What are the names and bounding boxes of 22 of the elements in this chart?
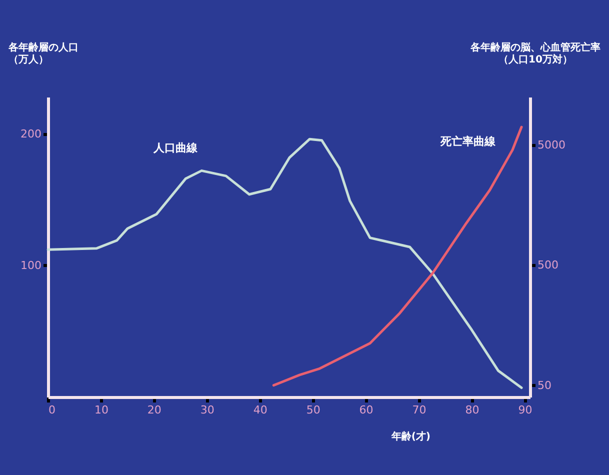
annotation: 死亡率曲線 <box>440 135 496 148</box>
x-tick-label: 20 <box>147 404 162 416</box>
x-tick-label: 60 <box>359 404 374 416</box>
line-series <box>272 126 523 387</box>
x-tick-label: 0 <box>48 404 56 416</box>
annotation: 人口曲線 <box>152 142 199 155</box>
y-axis-title: 各年齢層の人口（万人） <box>8 42 78 66</box>
x-tick-label: 90 <box>518 404 532 416</box>
x-tick-label: 30 <box>200 404 214 416</box>
y2-tick-label: 5000 <box>538 138 566 152</box>
line-series <box>46 138 523 390</box>
x-tick-label: 10 <box>94 404 108 416</box>
y2-tick-label: 50 <box>538 378 552 392</box>
x-tick-label: 80 <box>465 404 480 416</box>
x-tick-label: 40 <box>253 404 268 416</box>
x-tick-label: 50 <box>306 404 320 416</box>
x-axis-title: 年齢(才) <box>390 430 430 442</box>
y-tick-label: 200 <box>20 127 42 140</box>
x-tick-label: 70 <box>412 404 426 416</box>
y2-axis-title: 各年齢層の脳、心血管死亡率（人口10万対） <box>470 42 600 66</box>
y-tick-label: 100 <box>20 258 42 272</box>
y2-tick-label: 500 <box>538 258 558 272</box>
